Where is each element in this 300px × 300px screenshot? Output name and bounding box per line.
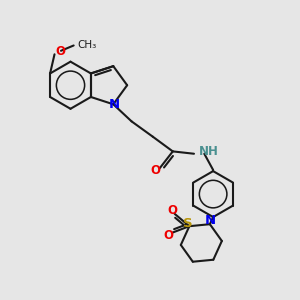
Text: O: O <box>151 164 161 177</box>
Text: S: S <box>183 217 193 230</box>
Text: O: O <box>56 45 65 58</box>
Text: O: O <box>167 204 177 218</box>
Text: CH₃: CH₃ <box>77 40 96 50</box>
Text: N: N <box>109 98 120 111</box>
Text: NH: NH <box>199 146 219 158</box>
Text: O: O <box>164 229 174 242</box>
Text: N: N <box>204 214 215 227</box>
